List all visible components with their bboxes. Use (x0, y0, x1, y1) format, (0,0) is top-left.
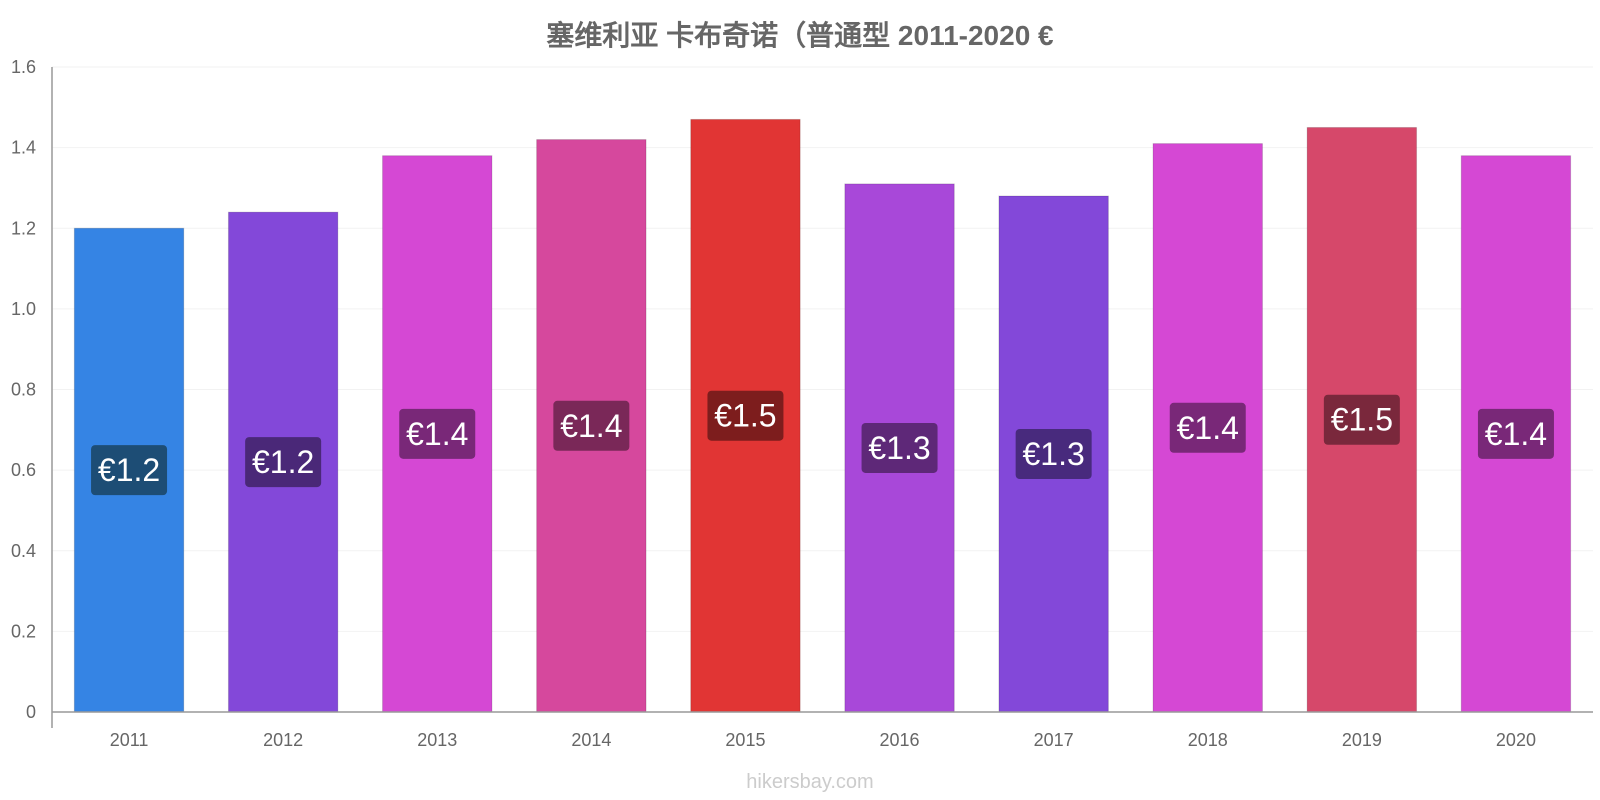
x-tick-label: 2012 (263, 730, 303, 750)
x-tick-label: 2019 (1342, 730, 1382, 750)
x-tick-label: 2015 (725, 730, 765, 750)
x-tick-label: 2013 (417, 730, 457, 750)
data-label: €1.2 (98, 452, 160, 488)
data-label: €1.4 (406, 416, 468, 452)
data-label-box (1477, 408, 1554, 459)
y-tick-label: 0 (26, 702, 36, 722)
data-label: €1.3 (868, 430, 930, 466)
data-label-box (245, 437, 322, 488)
data-label: €1.4 (1485, 416, 1547, 452)
y-tick-label: 0.2 (11, 621, 36, 641)
data-label-box (1015, 429, 1092, 479)
y-tick-label: 0.8 (11, 380, 36, 400)
chart-title: 塞维利亚 卡布奇诺（普通型 2011-2020 € (546, 19, 1054, 51)
data-label: €1.4 (560, 408, 622, 444)
x-tick-label: 2017 (1034, 730, 1074, 750)
data-labels: €1.2 €1.2 €1.4 €1.4 €1.5 €1.3 €1.3 €1.4 €1.5 €1.4 (91, 390, 1554, 496)
x-tick-label: 2016 (880, 730, 920, 750)
axes: 0 0.2 0.4 0.6 0.8 1.0 1.2 1.4 1.6 2011 2012 2013 201… (11, 57, 1593, 750)
y-tick-label: 1.6 (11, 57, 36, 77)
data-label-box (861, 422, 938, 473)
x-tick-label: 2011 (110, 730, 149, 750)
data-label-box (707, 390, 784, 441)
data-label: €1.3 (1023, 436, 1085, 472)
data-label: €1.5 (714, 398, 776, 434)
x-tick-label: 2014 (571, 730, 611, 750)
data-label-box (1323, 394, 1400, 445)
data-label-box (91, 445, 168, 496)
data-label-box (1169, 402, 1246, 453)
data-label: €1.5 (1331, 402, 1393, 438)
data-label-box (553, 400, 630, 451)
y-tick-label: 1.4 (11, 138, 36, 158)
y-tick-label: 1.0 (11, 299, 36, 319)
y-tick-label: 0.4 (11, 541, 36, 561)
y-tick-label: 1.2 (11, 218, 36, 238)
y-tick-label: 0.6 (11, 460, 36, 480)
x-tick-label: 2018 (1188, 730, 1228, 750)
watermark: hikersbay.com (746, 771, 873, 793)
data-label: €1.2 (252, 444, 314, 480)
data-label: €1.4 (1177, 410, 1239, 446)
data-label-box (399, 408, 476, 459)
x-tick-label: 2020 (1496, 730, 1536, 750)
